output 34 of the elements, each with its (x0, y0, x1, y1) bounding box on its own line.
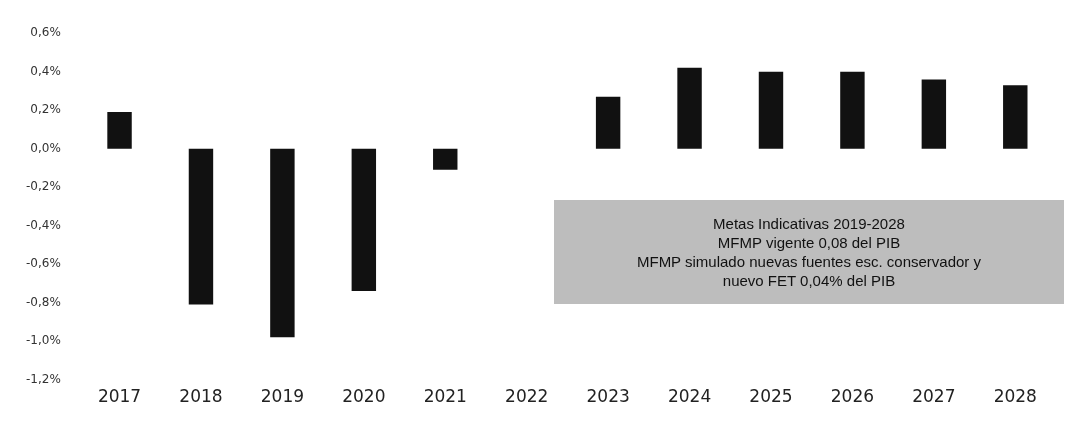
bar (1003, 85, 1028, 149)
x-tick-label: 2026 (830, 386, 875, 407)
bar (677, 67, 702, 149)
y-tick-label: -0,8% (25, 294, 61, 309)
x-tick-label: 2021 (423, 386, 467, 407)
bar (758, 71, 784, 149)
x-tick-label: 2023 (586, 386, 630, 407)
y-tick-label: -0,4% (25, 217, 61, 232)
x-tick-label: 2028 (993, 386, 1037, 407)
y-tick-label: 0,0% (30, 140, 61, 155)
bar (351, 148, 377, 292)
bar (188, 148, 214, 305)
bar (433, 148, 458, 170)
x-tick-label: 2027 (912, 386, 956, 407)
note-box: Metas Indicativas 2019-2028 MFMP vigente 0,08 del PIB MFMP simulado nuevas fuentes esc. conservador y nuevo FET 0,04% del PIB (554, 200, 1064, 304)
y-tick-label: 0,2% (30, 102, 61, 117)
x-tick-label: 2024 (667, 386, 712, 407)
y-tick-label: 0,4% (30, 63, 61, 78)
x-tick-label: 2022 (505, 386, 549, 407)
x-tick-label: 2017 (97, 386, 142, 407)
x-tick-label: 2019 (260, 386, 305, 407)
bar (270, 148, 295, 338)
bar (107, 112, 132, 149)
bar (921, 79, 947, 149)
bar (595, 96, 621, 149)
bar (840, 71, 865, 149)
y-tick-label: 0,6% (30, 25, 61, 40)
y-tick-label: -1,0% (25, 333, 61, 348)
x-tick-label: 2018 (179, 386, 223, 407)
x-tick-label: 2025 (749, 386, 793, 407)
x-tick-label: 2020 (342, 386, 386, 407)
y-tick-label: -1,2% (25, 371, 61, 386)
y-tick-label: -0,6% (25, 256, 61, 271)
y-tick-label: -0,2% (25, 179, 61, 194)
